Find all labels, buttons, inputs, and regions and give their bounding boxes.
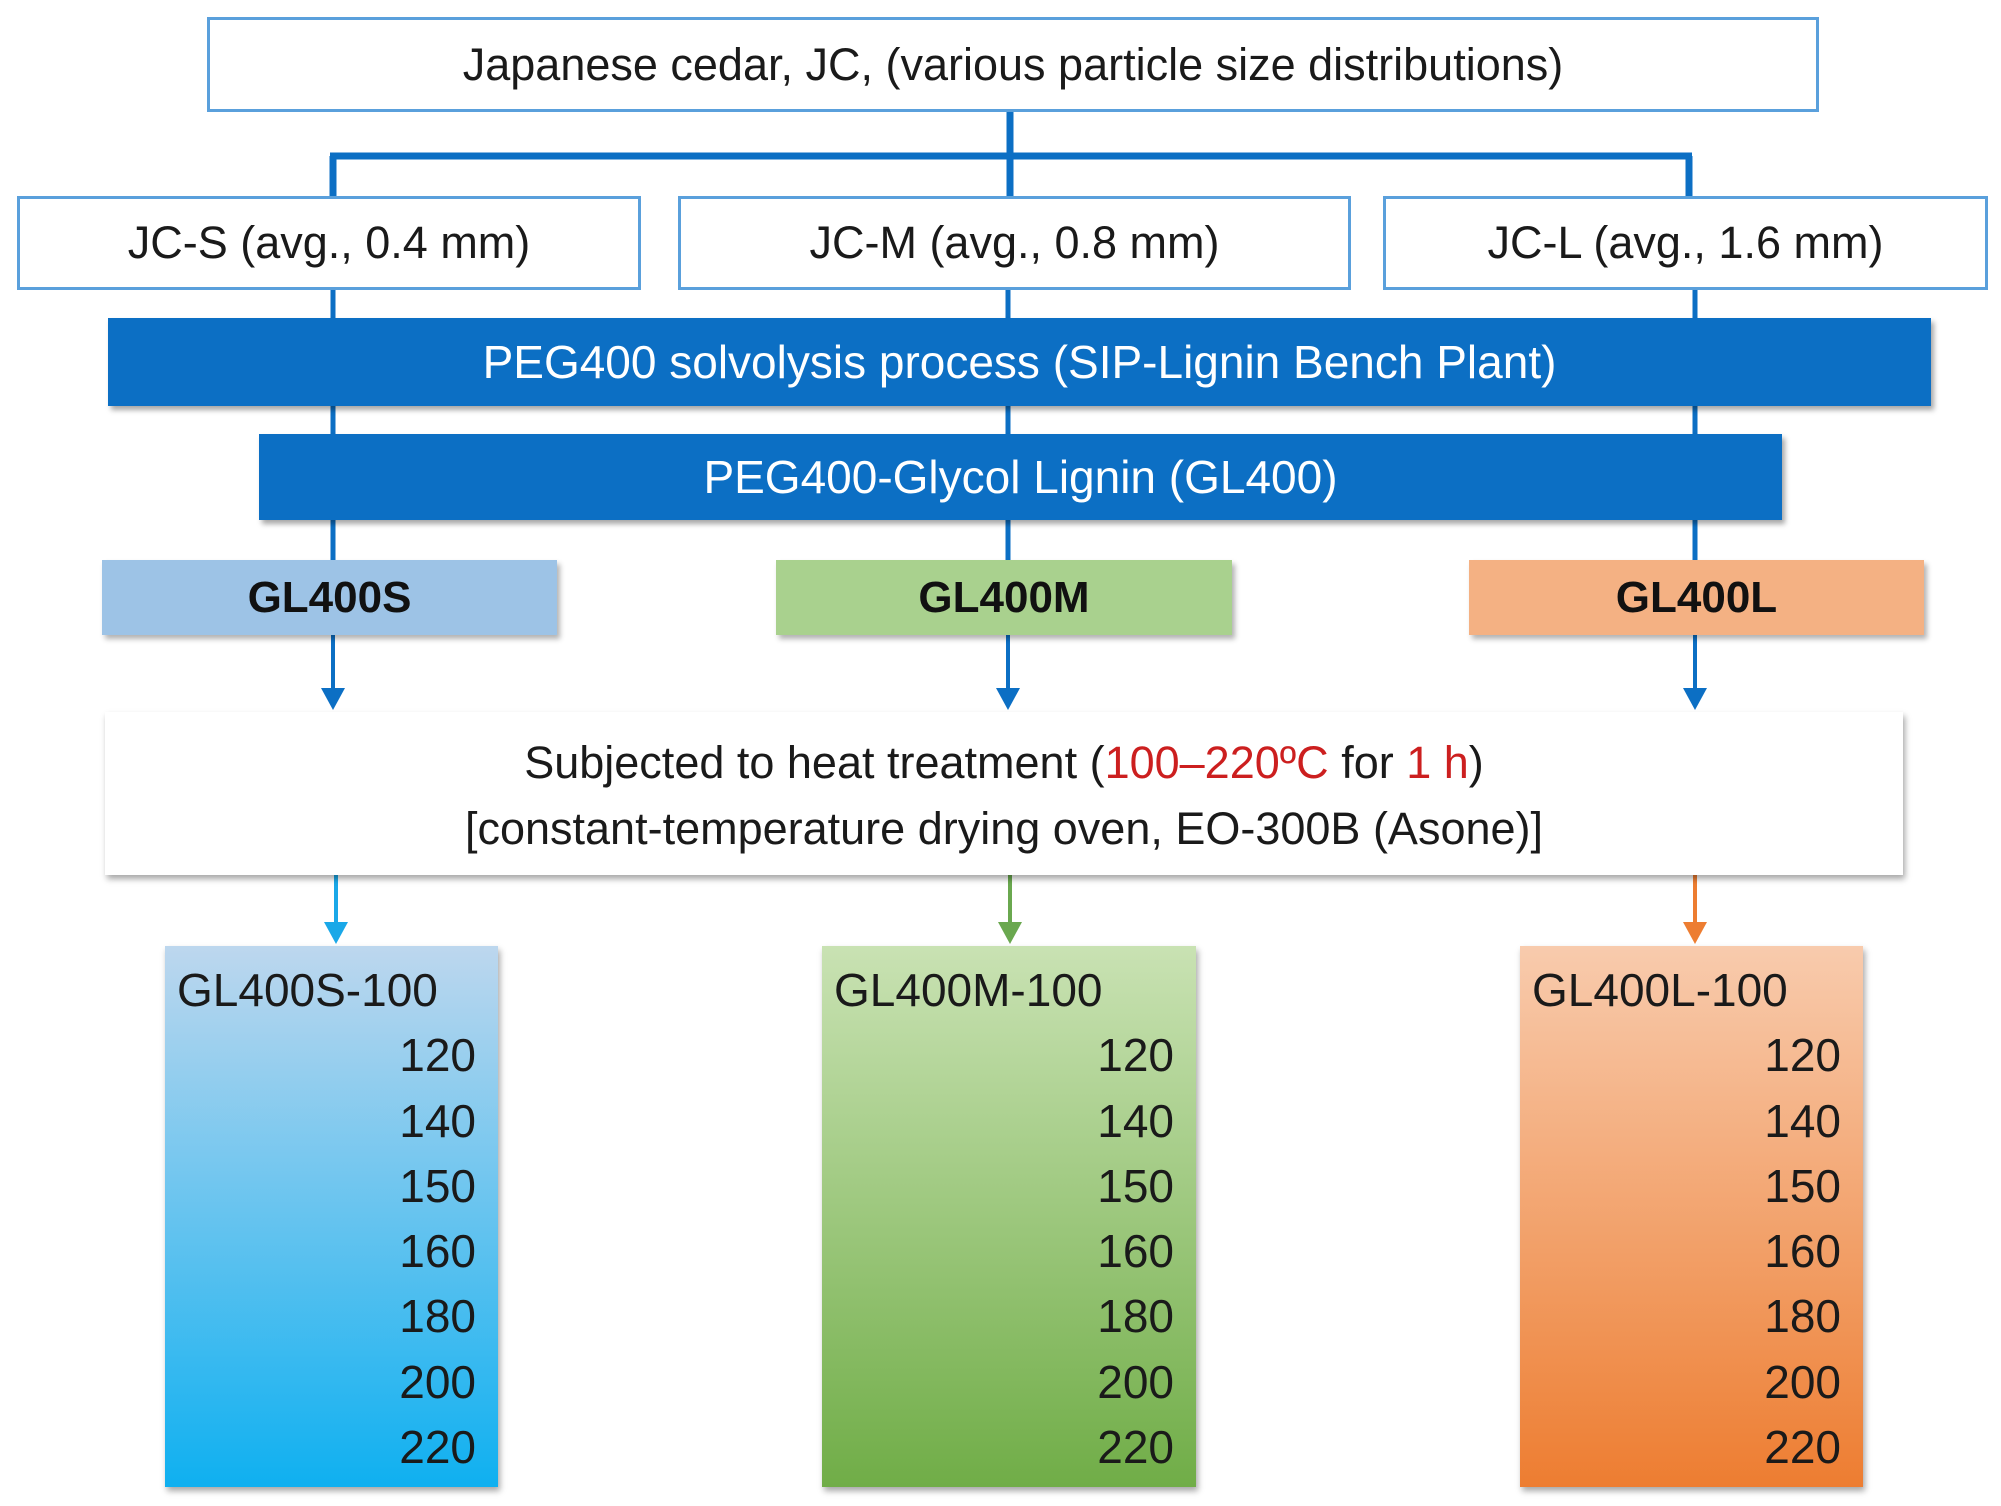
result-first: GL400S-100: [177, 964, 438, 1016]
arrowhead-result-l: [1683, 922, 1707, 944]
sample-tag-gl400m: GL400M: [776, 560, 1232, 635]
sample-label: GL400M: [918, 572, 1090, 622]
result-temp: 220: [1097, 1421, 1174, 1474]
fraction-box-jc-s: JC-S (avg., 0.4 mm): [17, 196, 641, 290]
fraction-label: JC-S (avg., 0.4 mm): [127, 217, 531, 268]
result-temp: 200: [1764, 1355, 1841, 1408]
result-temp: 200: [1097, 1355, 1174, 1408]
product-bar: PEG400-Glycol Lignin (GL400): [259, 434, 1782, 520]
heat-treatment-box: Subjected to heat treatment (100–220ºC f…: [105, 712, 1903, 875]
result-temp: 150: [1097, 1159, 1174, 1212]
result-temp: 180: [1097, 1290, 1174, 1343]
result-column-gl400m: GL400M-100 120 140 150 160 180 200 220: [822, 946, 1196, 1487]
source-label: Japanese cedar, JC, (various particle si…: [462, 38, 1564, 90]
result-column-gl400l: GL400L-100 120 140 150 160 180 200 220: [1520, 946, 1863, 1487]
sample-tag-gl400s: GL400S: [102, 560, 557, 635]
result-temp: 140: [1764, 1094, 1841, 1147]
sample-tag-gl400l: GL400L: [1469, 560, 1924, 635]
product-label: PEG400-Glycol Lignin (GL400): [703, 451, 1338, 503]
result-first: GL400M-100: [834, 964, 1103, 1016]
result-temp: 140: [1097, 1094, 1174, 1147]
arrowhead-m: [996, 688, 1020, 710]
heat-text-c: ): [1468, 737, 1484, 788]
result-temp: 150: [1764, 1159, 1841, 1212]
sample-label: GL400L: [1615, 572, 1778, 622]
arrowhead-l: [1683, 688, 1707, 710]
result-temp: 220: [399, 1421, 476, 1474]
arrowhead-s: [321, 688, 345, 710]
result-temp: 120: [1097, 1029, 1174, 1082]
source-box: Japanese cedar, JC, (various particle si…: [207, 17, 1819, 112]
sample-label: GL400S: [247, 572, 412, 622]
result-temp: 120: [1764, 1029, 1841, 1082]
heat-duration: 1 h: [1406, 737, 1469, 788]
result-temp: 180: [399, 1290, 476, 1343]
fraction-box-jc-m: JC-M (avg., 0.8 mm): [678, 196, 1351, 290]
result-temp: 160: [1764, 1225, 1841, 1278]
result-temp: 140: [399, 1094, 476, 1147]
heat-treatment-line2: [constant-temperature drying oven, EO-30…: [464, 803, 1544, 854]
arrowhead-result-m: [998, 922, 1022, 944]
result-temp: 150: [399, 1159, 476, 1212]
fraction-box-jc-l: JC-L (avg., 1.6 mm): [1383, 196, 1988, 290]
arrowhead-result-s: [324, 922, 348, 944]
process-label: PEG400 solvolysis process (SIP-Lignin Be…: [482, 336, 1557, 388]
fraction-label: JC-M (avg., 0.8 mm): [809, 217, 1220, 268]
result-column-gl400s: GL400S-100 120 140 150 160 180 200 220: [165, 946, 498, 1487]
heat-text-a: Subjected to heat treatment (: [524, 737, 1105, 788]
heat-temp-range: 100–220ºC: [1104, 737, 1329, 788]
result-first: GL400L-100: [1532, 964, 1788, 1016]
result-temp: 160: [1097, 1225, 1174, 1278]
result-temp: 160: [399, 1225, 476, 1278]
result-temp: 180: [1764, 1290, 1841, 1343]
fraction-label: JC-L (avg., 1.6 mm): [1487, 217, 1884, 268]
result-temp: 200: [399, 1355, 476, 1408]
process-bar: PEG400 solvolysis process (SIP-Lignin Be…: [108, 318, 1931, 406]
heat-text-b: for: [1328, 737, 1407, 788]
heat-treatment-line1: Subjected to heat treatment (100–220ºC f…: [105, 730, 1903, 796]
result-temp: 120: [399, 1029, 476, 1082]
result-temp: 220: [1764, 1421, 1841, 1474]
